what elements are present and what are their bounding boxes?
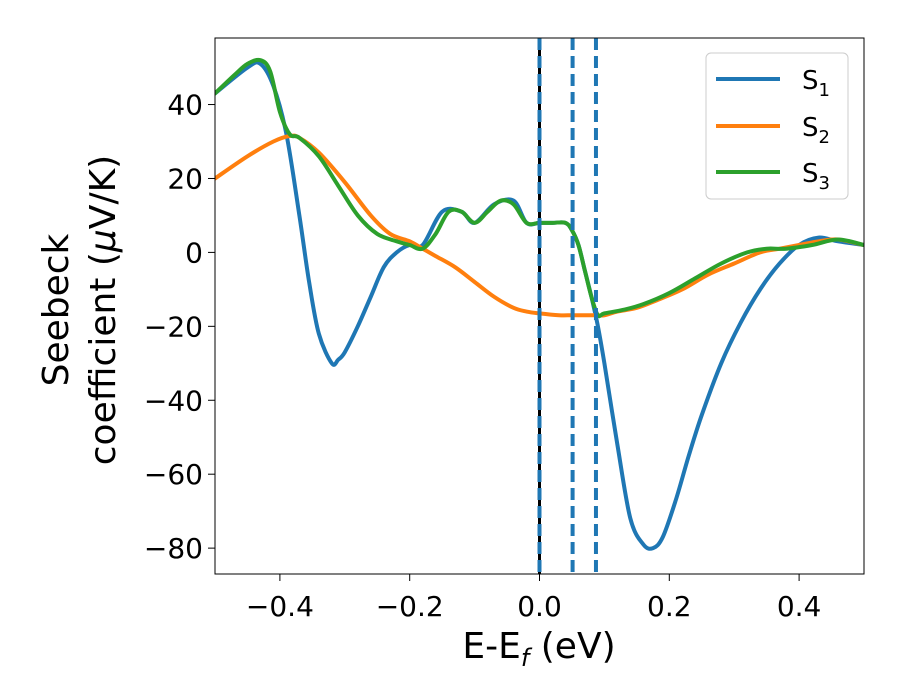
legend-item-s1: S1 [716, 66, 830, 101]
legend-item-s3: S3 [716, 159, 830, 194]
x-tick-label: 0.4 [777, 590, 822, 623]
y-tick-label: −60 [144, 458, 203, 491]
svg-text:S1: S1 [802, 66, 830, 101]
legend: S1 S2 S3 [705, 52, 849, 200]
x-tick-label: −0.4 [246, 590, 314, 623]
y-tick-label: −40 [144, 384, 203, 417]
y-tick-label: −20 [144, 310, 203, 343]
series-line-s3 [215, 57, 864, 319]
y-axis-title-line1: Seebeck [36, 233, 77, 386]
axis-ticks: −0.4 −0.2 0.0 0.2 0.4 −80 −60 −40 −20 0 20 40 [144, 89, 821, 623]
legend-item-s2: S2 [716, 113, 830, 148]
y-tick-label: 40 [167, 89, 203, 122]
y-tick-label: 20 [167, 162, 203, 195]
y-axis-title-line2: coefficient (μV/K) [83, 155, 124, 465]
svg-text:S3: S3 [802, 159, 830, 194]
x-tick-label: −0.2 [376, 590, 444, 623]
x-axis-title: E-Ef (eV) [462, 626, 615, 672]
y-tick-label: −80 [144, 532, 203, 565]
x-tick-label: 0.0 [517, 590, 562, 623]
y-tick-label: 0 [185, 236, 203, 269]
x-tick-label: 0.2 [647, 590, 692, 623]
vertical-markers [537, 38, 598, 574]
svg-text:S2: S2 [802, 113, 830, 148]
y-axis-title: Seebeck coefficient (μV/K) [36, 155, 124, 465]
